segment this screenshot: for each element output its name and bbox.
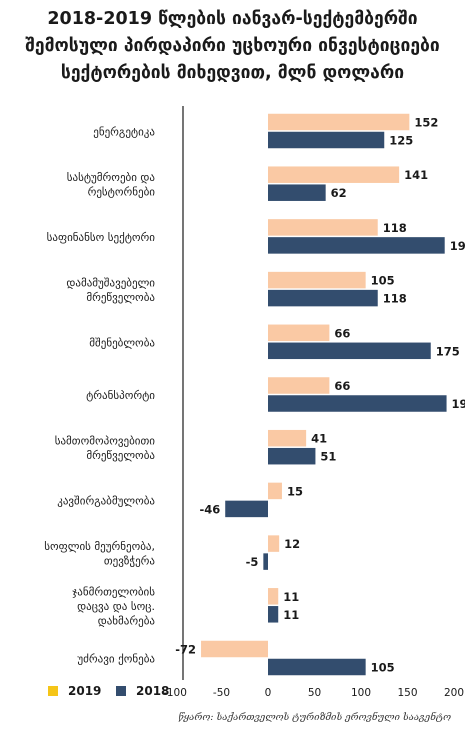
x-tick-label: 200 xyxy=(444,687,464,699)
bar-2019 xyxy=(201,640,268,658)
category-label: მრეწველობა xyxy=(86,449,155,462)
bar-2019 xyxy=(268,588,279,605)
data-label-2018: 125 xyxy=(389,134,413,148)
legend-swatch-2019 xyxy=(48,686,58,696)
data-label-2018: 51 xyxy=(320,450,336,464)
category-label: უძრავი ქონება xyxy=(77,653,155,666)
legend-item-2018: 2018 xyxy=(116,684,169,698)
data-label-2019: 66 xyxy=(334,379,350,393)
data-label-2018: 175 xyxy=(436,344,460,358)
category-label: მშენებლობა xyxy=(89,336,155,349)
bar-2018 xyxy=(268,289,378,307)
data-label-2018: 190 xyxy=(450,239,465,253)
category-label: რესტორნები xyxy=(88,185,156,198)
legend-swatch-2018 xyxy=(116,686,126,696)
category-label: დამამუშავებელი xyxy=(66,276,155,289)
bar-2019 xyxy=(268,482,282,500)
data-label-2019: 66 xyxy=(334,326,350,340)
bar-2018 xyxy=(268,606,279,623)
bar-2018 xyxy=(268,658,366,676)
category-label: სასტუმროები და xyxy=(67,171,156,184)
legend-label-2018: 2018 xyxy=(136,684,170,698)
data-label-2018: -46 xyxy=(199,502,220,516)
data-label-2018: 192 xyxy=(452,397,465,411)
data-label-2019: 141 xyxy=(404,168,428,182)
bar-2019 xyxy=(268,429,307,447)
category-label: სამთომოპოვებითი xyxy=(55,434,156,447)
data-label-2019: 105 xyxy=(371,274,395,288)
category-label: მრეწველობა xyxy=(86,291,155,304)
category-label: საფინანსო სექტორი xyxy=(47,231,156,244)
data-label-2019: 41 xyxy=(311,432,327,446)
bar-2019 xyxy=(268,324,330,342)
bar-2018 xyxy=(268,342,431,360)
title-line-3: სექტორების მიხედვით, მლნ დოლარი xyxy=(60,63,405,83)
data-label-2018: 11 xyxy=(283,608,299,622)
bar-2019 xyxy=(268,377,330,394)
category-label: დახმარება xyxy=(98,614,156,627)
bar-2018 xyxy=(268,447,316,465)
bar-2019 xyxy=(268,219,378,236)
data-label-2018: 118 xyxy=(383,292,407,306)
data-label-2018: 62 xyxy=(331,186,347,200)
source-note: წყარო: საქართველოს ტურიზმის ეროვნული საა… xyxy=(178,712,451,723)
chart-title: 2018-2019 წლების იანვარ-სექტემბერში შემო… xyxy=(0,6,465,87)
bar-2019 xyxy=(268,535,280,552)
bar-2018 xyxy=(263,553,268,570)
title-line-1: 2018-2019 წლების იანვარ-სექტემბერში xyxy=(47,9,418,29)
category-label: ენერგეტიკა xyxy=(93,126,155,139)
x-tick-label: 0 xyxy=(265,687,272,699)
bar-2018 xyxy=(268,184,326,201)
x-tick-label: 100 xyxy=(351,687,371,699)
category-label: ჯანმრთელობის xyxy=(72,585,155,598)
data-label-2019: -72 xyxy=(175,643,196,657)
data-label-2019: 118 xyxy=(383,221,407,235)
data-label-2019: 152 xyxy=(414,116,438,130)
bar-2019 xyxy=(268,113,410,131)
category-label: დაცვა და სოც. xyxy=(77,600,155,613)
data-label-2018: -5 xyxy=(246,555,259,569)
bar-2018 xyxy=(268,395,447,412)
x-tick-label: 150 xyxy=(397,687,417,699)
data-label-2019: 15 xyxy=(287,484,303,498)
x-tick-label: -50 xyxy=(213,687,230,699)
data-label-2019: 12 xyxy=(284,537,300,551)
category-label: ტრანსპორტი xyxy=(86,389,155,402)
bar-2018 xyxy=(268,237,445,254)
bar-2018 xyxy=(225,500,268,518)
bar-2018 xyxy=(268,131,385,149)
x-tick-label: -100 xyxy=(163,687,187,699)
legend-label-2019: 2019 xyxy=(68,684,102,698)
bar-2019 xyxy=(268,166,400,183)
legend-item-2019: 2019 xyxy=(48,684,101,698)
data-label-2018: 105 xyxy=(371,661,395,675)
x-tick-label: 50 xyxy=(308,687,321,699)
data-label-2019: 11 xyxy=(283,590,299,604)
category-label: სოფლის მეურნეობა, xyxy=(44,540,155,553)
bar-2019 xyxy=(268,271,366,289)
title-line-2: შემოსული პირდაპირი უცხოური ინვესტიციები xyxy=(25,36,440,56)
category-label: კავშირგაბმულობა xyxy=(57,494,155,507)
category-label: თევზჭერა xyxy=(104,554,156,567)
